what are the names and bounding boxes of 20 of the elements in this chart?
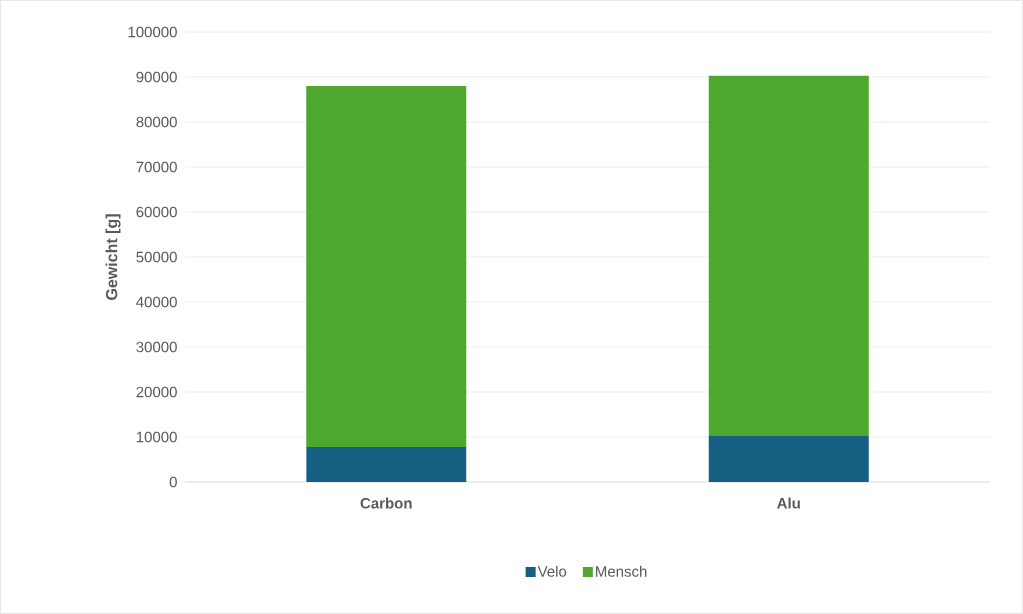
- y-tick-label: 60000: [136, 206, 177, 218]
- legend-label: Mensch: [596, 565, 647, 577]
- y-tick-label: 80000: [136, 116, 177, 128]
- bar: [708, 75, 869, 437]
- y-tick-label: 0: [169, 476, 177, 488]
- y-tick-label: 50000: [136, 251, 177, 263]
- y-tick-label: 40000: [136, 296, 177, 308]
- y-tick-label: 10000: [136, 431, 177, 443]
- bar: [306, 86, 467, 447]
- y-axis-title: Gewicht [g]: [105, 214, 121, 300]
- x-tick-label: Carbon: [360, 497, 412, 509]
- y-tick-label: 90000: [136, 71, 177, 83]
- bar: [708, 436, 869, 482]
- y-tick-label: 30000: [136, 341, 177, 353]
- y-tick-label: 100000: [128, 26, 177, 38]
- x-tick-label: Alu: [777, 497, 800, 509]
- y-tick-label: 70000: [136, 161, 177, 173]
- legend-label: Velo: [537, 565, 567, 577]
- y-tick-label: 20000: [136, 386, 177, 398]
- bar: [306, 446, 467, 482]
